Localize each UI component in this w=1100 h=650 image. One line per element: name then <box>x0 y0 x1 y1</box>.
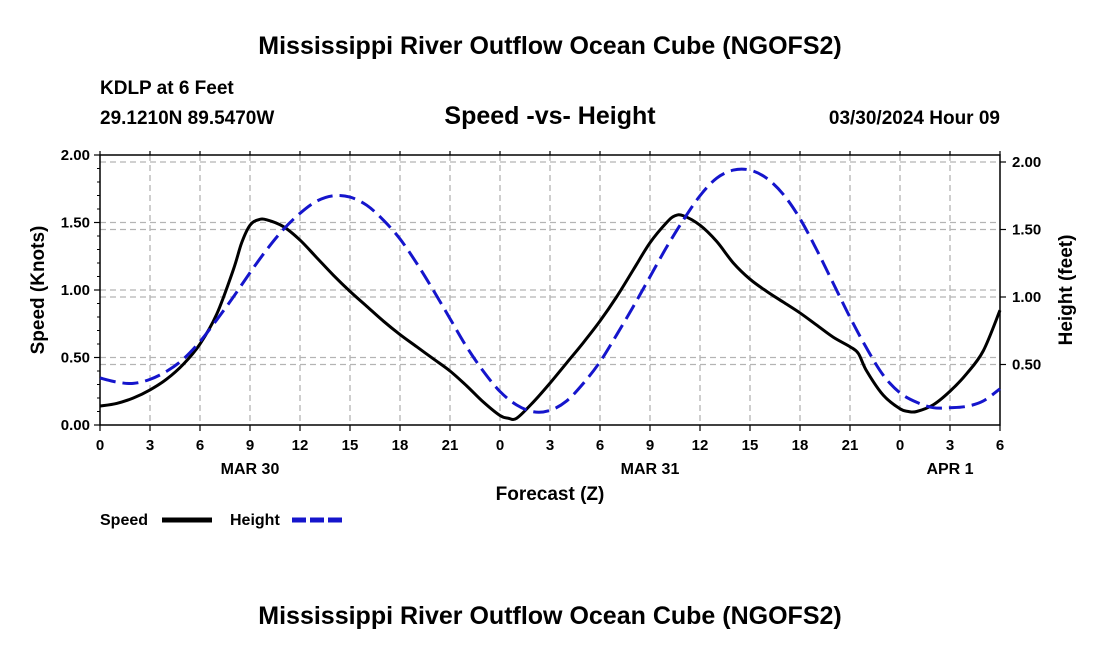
x-axis-label: Forecast (Z) <box>496 484 605 505</box>
speed-series-line <box>99 213 1002 422</box>
bottom-title: Mississippi River Outflow Ocean Cube (NG… <box>258 602 841 630</box>
y-right-tick-label: 1.50 <box>1012 222 1041 239</box>
date-label: APR 1 <box>926 461 973 478</box>
series-layer <box>99 167 1002 422</box>
page-title: Mississippi River Outflow Ocean Cube (NG… <box>258 32 841 60</box>
y-right-tick-label: 1.00 <box>1012 289 1041 306</box>
y-left-tick-label: 0.00 <box>61 417 90 434</box>
x-tick-label: 3 <box>546 437 554 454</box>
height-series-line <box>99 167 1001 414</box>
y-left-tick-label: 1.00 <box>61 282 90 299</box>
y-right-tick-label: 0.50 <box>1012 357 1041 374</box>
x-tick-label: 0 <box>896 437 904 454</box>
x-tick-label: 3 <box>946 437 954 454</box>
y-left-tick-label: 1.50 <box>61 215 90 232</box>
x-tick-label: 21 <box>842 437 859 454</box>
plot-frame <box>99 154 1001 426</box>
x-tick-label: 18 <box>792 437 809 454</box>
x-tick-label: 12 <box>692 437 709 454</box>
date-label: MAR 30 <box>221 461 280 478</box>
grid-lines <box>100 155 1000 425</box>
legend-speed-label: Speed <box>100 512 148 529</box>
x-tick-label: 0 <box>496 437 504 454</box>
x-tick-label: 9 <box>246 437 254 454</box>
x-tick-label: 6 <box>596 437 604 454</box>
chart-title: Speed -vs- Height <box>444 102 656 130</box>
x-tick-label: 6 <box>196 437 204 454</box>
x-tick-label: 18 <box>392 437 409 454</box>
y-axis-right-label: Height (feet) <box>1056 235 1077 346</box>
x-tick-label: 9 <box>646 437 654 454</box>
x-tick-label: 21 <box>442 437 459 454</box>
x-tick-label: 15 <box>742 437 759 454</box>
y-right-tick-label: 2.00 <box>1012 154 1041 171</box>
axis-ticks: 0 3 6 9 12 15 18 21 0 3 6 9 12 15 18 21 0 3 6 0.00 0.50 1.00 1… <box>61 147 1041 478</box>
y-left-tick-label: 0.50 <box>61 350 90 367</box>
y-left-tick-label: 2.00 <box>61 147 90 164</box>
y-axis-left-label: Speed (Knots) <box>28 226 49 355</box>
coordinates-label: 29.1210N 89.5470W <box>100 108 274 129</box>
x-tick-label: 6 <box>996 437 1004 454</box>
legend-height-label: Height <box>230 512 280 529</box>
timestamp-label: 03/30/2024 Hour 09 <box>829 108 1000 129</box>
x-tick-label: 15 <box>342 437 359 454</box>
x-tick-label: 3 <box>146 437 154 454</box>
x-tick-label: 12 <box>292 437 309 454</box>
x-tick-label: 0 <box>96 437 104 454</box>
station-label: KDLP at 6 Feet <box>100 78 234 99</box>
date-label: MAR 31 <box>621 461 680 478</box>
